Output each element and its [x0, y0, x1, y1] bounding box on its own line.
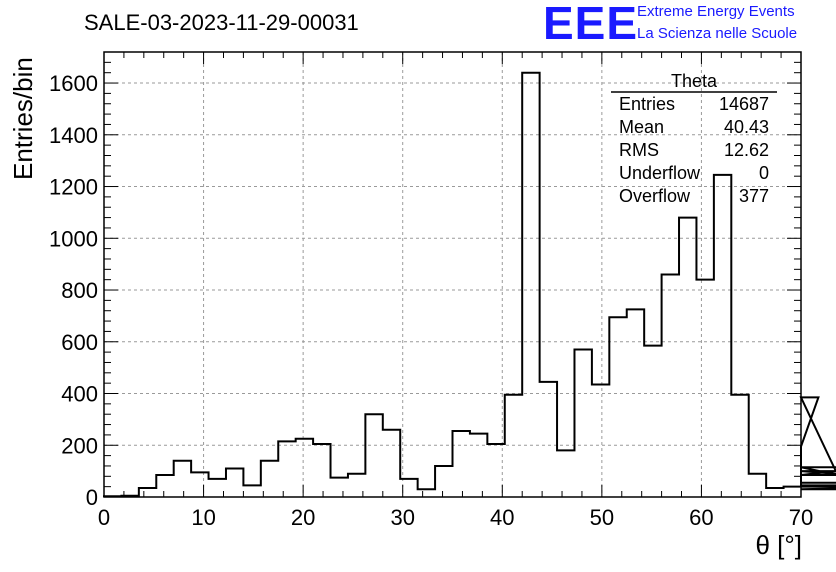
stats-row-label: Entries [619, 94, 675, 114]
x-tick-label: 60 [689, 505, 713, 530]
stats-row-value: 0 [759, 163, 769, 183]
histogram-bin [679, 218, 696, 497]
y-tick-label: 600 [61, 330, 98, 355]
histogram-bin [435, 466, 452, 497]
histogram-bin [662, 275, 679, 498]
histogram-bin [557, 450, 574, 497]
histogram-bin [331, 478, 348, 497]
x-tick-label: 50 [590, 505, 614, 530]
histogram-bin [243, 485, 260, 497]
histogram-bin [609, 317, 626, 497]
histogram-bin [731, 395, 748, 497]
y-tick-label: 400 [61, 382, 98, 407]
histogram-bin [627, 309, 644, 497]
stats-row-label: Mean [619, 117, 664, 137]
histogram-bin [226, 469, 243, 497]
chart-title: SALE-03-2023-11-29-00031 [84, 10, 359, 35]
y-tick-label: 200 [61, 433, 98, 458]
stats-row-label: RMS [619, 140, 659, 160]
y-tick-label: 1200 [49, 175, 98, 200]
histogram-bin [714, 175, 731, 497]
histogram-bin [522, 73, 539, 497]
histogram-bin [156, 475, 173, 497]
histogram-bin [505, 395, 522, 497]
histogram-bin [574, 350, 591, 497]
histogram-bin [696, 280, 713, 497]
stats-row-value: 12.62 [724, 140, 769, 160]
histogram-bin [592, 384, 609, 497]
stats-row-value: 40.43 [724, 117, 769, 137]
y-tick-label: 0 [86, 485, 98, 510]
y-tick-label: 1600 [49, 71, 98, 96]
x-tick-label: 70 [789, 505, 813, 530]
histogram-bin [784, 487, 801, 497]
stats-row-value: 14687 [719, 94, 769, 114]
histogram-bin [453, 431, 470, 497]
eee-logo: EEE [543, 0, 639, 49]
y-tick-label: 1400 [49, 123, 98, 148]
histogram-bin [139, 488, 156, 497]
x-tick-label: 40 [490, 505, 514, 530]
histogram-bin [313, 444, 330, 497]
stats-row-label: Underflow [619, 163, 701, 183]
histogram-bin [749, 474, 766, 497]
stats-box-title: Theta [671, 71, 718, 91]
histogram-bin [540, 382, 557, 497]
x-tick-label: 20 [291, 505, 315, 530]
x-axis-label: θ [°] [755, 530, 802, 560]
histogram-bin [644, 346, 661, 497]
y-tick-label: 1000 [49, 226, 98, 251]
histogram-bin [418, 489, 435, 497]
x-tick-label: 30 [390, 505, 414, 530]
y-tick-label: 800 [61, 278, 98, 303]
histogram-bin [296, 439, 313, 497]
x-tick-label: 0 [98, 505, 110, 530]
plot-frame [103, 51, 802, 498]
stats-row-label: Overflow [619, 186, 691, 206]
histogram-bin [278, 441, 295, 497]
stats-row-value: 377 [739, 186, 769, 206]
histogram-bin [383, 430, 400, 497]
x-tick-label: 10 [191, 505, 215, 530]
histogram-bin [470, 434, 487, 497]
histogram-bin [191, 472, 208, 497]
histogram-bin [174, 461, 191, 497]
logo-line-1: Extreme Energy Events [637, 3, 795, 20]
histogram-bin [365, 414, 382, 497]
logo-line-2: La Scienza nelle Scuole [637, 25, 798, 42]
